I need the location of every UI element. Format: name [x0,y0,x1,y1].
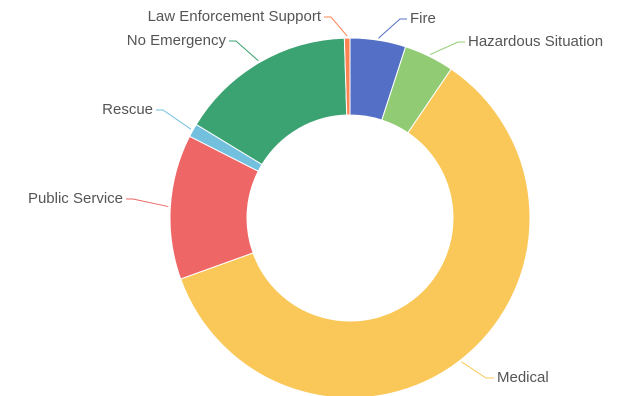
label-law-enforcement-support: Law Enforcement Support [148,8,322,25]
leader-lines-group [126,16,494,379]
label-fire: Fire [410,10,436,27]
leader-line-rescue [156,109,192,130]
label-public-service: Public Service [28,190,123,207]
leader-line-medical [461,361,494,379]
leader-line-no-emergency [229,40,259,62]
slices-group [169,37,531,396]
slice-law-enforcement-support[interactable] [343,37,351,116]
label-hazardous-situation: Hazardous Situation [468,33,603,50]
leader-line-public-service [126,198,169,208]
label-no-emergency: No Emergency [127,32,227,49]
slice-medical[interactable] [180,68,531,396]
labels-group: Fire Hazardous Situation Medical Public Ser… [28,8,603,386]
label-rescue: Rescue [102,101,153,118]
leader-line-law-enforcement-support [324,16,348,37]
label-medical: Medical [497,369,549,386]
leader-line-fire [378,18,407,39]
leader-line-hazardous-situation [429,41,465,56]
